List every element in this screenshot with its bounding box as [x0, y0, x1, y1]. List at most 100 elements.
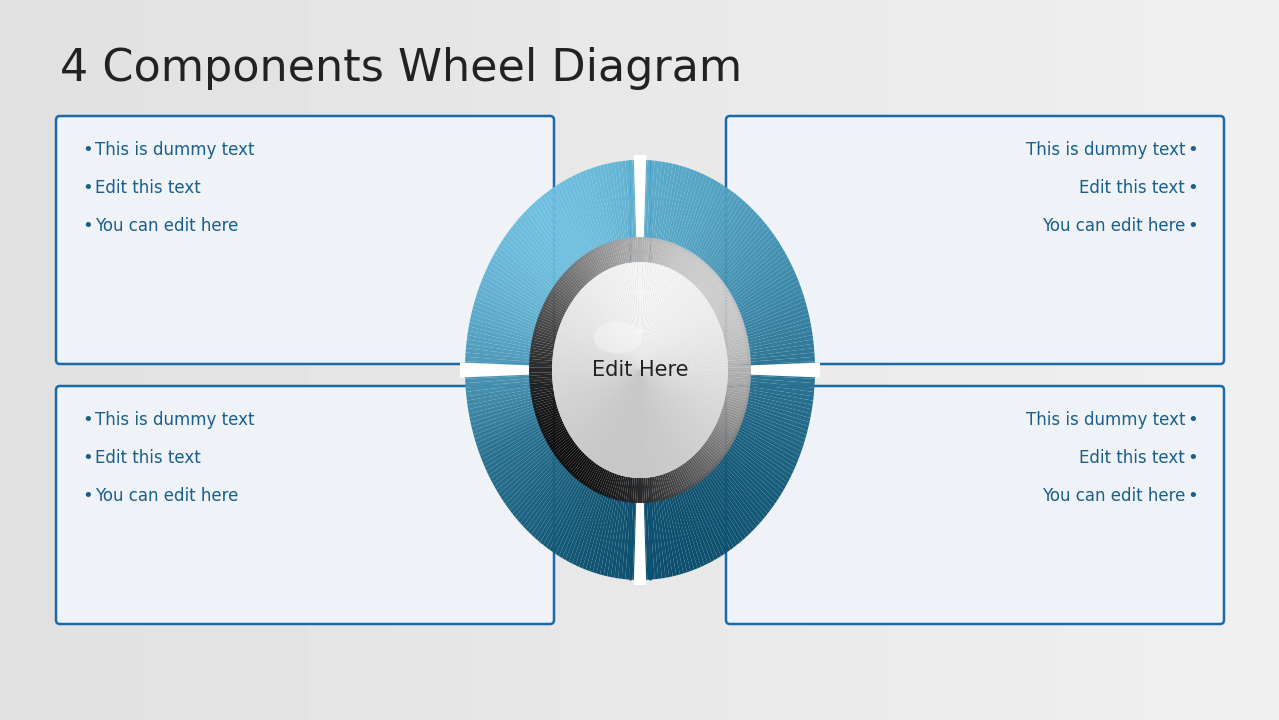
Polygon shape: [640, 356, 728, 370]
Polygon shape: [712, 426, 735, 441]
Polygon shape: [508, 230, 560, 285]
Polygon shape: [533, 331, 558, 341]
Polygon shape: [570, 370, 640, 439]
Polygon shape: [711, 294, 733, 310]
Polygon shape: [611, 498, 624, 577]
Polygon shape: [640, 283, 694, 370]
Polygon shape: [542, 422, 565, 436]
Polygon shape: [553, 370, 640, 377]
Polygon shape: [660, 497, 677, 576]
Polygon shape: [528, 470, 573, 534]
Polygon shape: [657, 475, 665, 500]
Polygon shape: [711, 467, 757, 529]
Polygon shape: [530, 382, 555, 387]
Polygon shape: [553, 370, 640, 387]
Polygon shape: [747, 335, 813, 351]
Polygon shape: [530, 377, 554, 381]
Polygon shape: [606, 243, 615, 267]
Polygon shape: [478, 420, 541, 456]
Polygon shape: [490, 258, 549, 302]
Polygon shape: [550, 481, 586, 552]
Polygon shape: [608, 269, 640, 370]
Polygon shape: [578, 292, 640, 370]
Polygon shape: [597, 469, 609, 494]
Text: Edit this text: Edit this text: [1079, 449, 1186, 467]
Polygon shape: [568, 268, 586, 288]
FancyBboxPatch shape: [56, 386, 554, 624]
Polygon shape: [660, 163, 677, 243]
Polygon shape: [496, 444, 553, 493]
Text: This is dummy text: This is dummy text: [95, 141, 255, 159]
Polygon shape: [640, 370, 724, 407]
Polygon shape: [733, 435, 792, 479]
Polygon shape: [564, 449, 582, 469]
Polygon shape: [633, 497, 646, 585]
Polygon shape: [596, 166, 615, 244]
Polygon shape: [582, 492, 606, 570]
Polygon shape: [632, 370, 640, 478]
Polygon shape: [643, 478, 647, 503]
Polygon shape: [746, 392, 812, 410]
Polygon shape: [679, 175, 707, 250]
Polygon shape: [602, 370, 640, 469]
Polygon shape: [466, 375, 532, 383]
Polygon shape: [554, 370, 640, 394]
Polygon shape: [627, 477, 631, 503]
Polygon shape: [555, 484, 590, 556]
Polygon shape: [600, 370, 640, 468]
Polygon shape: [503, 236, 556, 289]
Polygon shape: [640, 284, 696, 370]
Polygon shape: [546, 480, 585, 549]
Polygon shape: [640, 264, 659, 370]
Polygon shape: [692, 186, 728, 258]
Polygon shape: [585, 253, 599, 276]
Polygon shape: [640, 267, 670, 370]
Polygon shape: [604, 243, 614, 268]
Text: You can edit here: You can edit here: [95, 217, 238, 235]
Polygon shape: [724, 392, 748, 400]
Polygon shape: [537, 318, 560, 330]
Polygon shape: [467, 387, 533, 400]
Polygon shape: [640, 363, 728, 370]
Polygon shape: [724, 345, 749, 352]
Polygon shape: [466, 348, 532, 359]
Polygon shape: [555, 184, 590, 256]
Polygon shape: [595, 370, 640, 464]
Polygon shape: [656, 498, 669, 577]
Polygon shape: [718, 223, 767, 281]
Polygon shape: [489, 261, 547, 305]
Polygon shape: [747, 348, 815, 359]
Polygon shape: [616, 476, 624, 500]
Polygon shape: [665, 166, 683, 244]
Polygon shape: [742, 297, 806, 328]
Polygon shape: [640, 277, 687, 370]
Polygon shape: [642, 500, 647, 580]
Polygon shape: [723, 397, 747, 406]
Polygon shape: [724, 340, 748, 348]
Polygon shape: [743, 405, 808, 431]
Polygon shape: [486, 433, 546, 475]
Text: Edit this text: Edit this text: [1079, 179, 1186, 197]
Polygon shape: [723, 399, 747, 408]
Polygon shape: [578, 370, 640, 449]
Polygon shape: [735, 428, 797, 467]
Polygon shape: [625, 161, 633, 240]
Polygon shape: [466, 384, 533, 396]
Polygon shape: [742, 413, 806, 444]
Polygon shape: [694, 481, 730, 552]
Polygon shape: [640, 264, 656, 370]
Polygon shape: [748, 378, 815, 387]
Text: 4 Components Wheel Diagram: 4 Components Wheel Diagram: [60, 47, 742, 89]
Text: •: •: [82, 449, 93, 467]
Polygon shape: [629, 160, 636, 240]
Polygon shape: [640, 292, 702, 370]
Text: •: •: [1187, 487, 1198, 505]
Polygon shape: [707, 287, 729, 305]
Polygon shape: [640, 370, 648, 478]
Polygon shape: [466, 370, 532, 374]
Polygon shape: [721, 453, 775, 507]
Polygon shape: [574, 457, 591, 480]
Polygon shape: [577, 259, 592, 282]
Ellipse shape: [553, 262, 728, 478]
Polygon shape: [545, 299, 568, 314]
